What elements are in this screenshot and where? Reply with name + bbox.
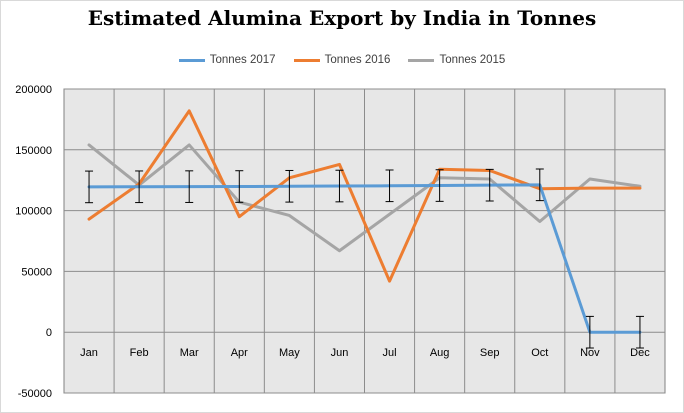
series-line-tonnes-2017 — [87, 183, 642, 334]
legend-swatch-2016 — [293, 58, 320, 62]
x-tick-label: Aug — [430, 347, 450, 359]
x-tick-label: Oct — [531, 347, 548, 359]
x-tick-label: Sep — [480, 347, 500, 359]
legend-label-2017: Tonnes 2017 — [209, 54, 276, 66]
y-tick-label: 100000 — [15, 206, 52, 218]
legend-item-2017: Tonnes 2017 — [178, 54, 276, 66]
y-tick-label: 50000 — [21, 266, 52, 278]
x-tick-label: Apr — [231, 347, 248, 359]
legend-swatch-2017 — [178, 58, 205, 62]
y-tick-label: 0 — [46, 327, 52, 339]
y-tick-label: 200000 — [15, 84, 52, 96]
legend-item-2016: Tonnes 2016 — [293, 54, 391, 66]
x-tick-label: Nov — [580, 347, 600, 359]
y-tick-label: -50000 — [18, 388, 52, 400]
x-tick-label: Feb — [130, 347, 149, 359]
legend-swatch-2015 — [408, 58, 435, 62]
y-tick-label: 150000 — [15, 145, 52, 157]
x-tick-label: Jun — [331, 347, 349, 359]
legend-item-2015: Tonnes 2015 — [408, 54, 505, 66]
series-line-tonnes-2016 — [87, 109, 642, 283]
chart-title: Estimated Alumina Export by India in Ton… — [87, 6, 597, 30]
x-tick-label: Mar — [180, 347, 199, 359]
series-line-tonnes-2015 — [87, 143, 642, 253]
chart-legend: Tonnes 2017 Tonnes 2016 Tonnes 2015 — [0, 54, 684, 66]
legend-label-2015: Tonnes 2015 — [439, 54, 506, 66]
x-tick-label: Jul — [383, 347, 397, 359]
x-tick-label: May — [279, 347, 300, 359]
x-tick-label: Dec — [630, 347, 650, 359]
legend-label-2016: Tonnes 2016 — [324, 54, 391, 66]
x-tick-label: Jan — [80, 347, 98, 359]
